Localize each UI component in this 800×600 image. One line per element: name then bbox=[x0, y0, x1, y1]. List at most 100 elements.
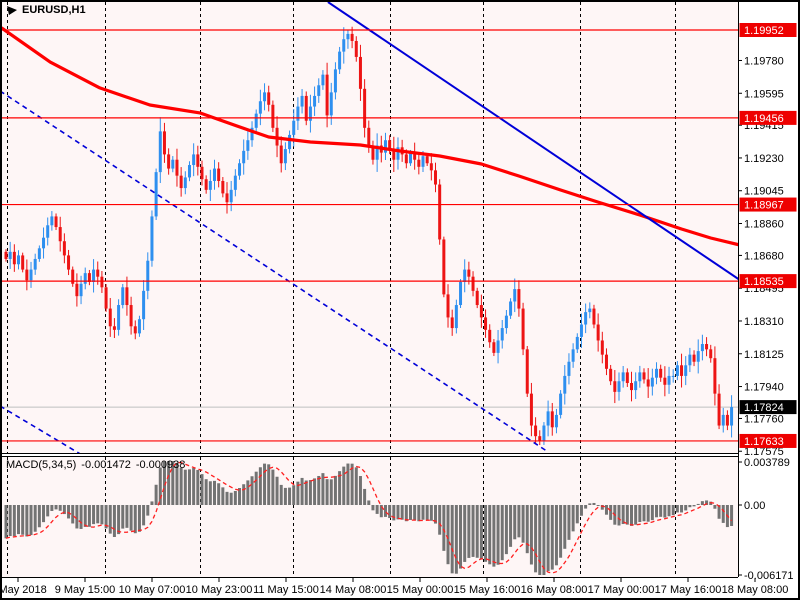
candle-body bbox=[463, 269, 467, 282]
macd-histogram-bar bbox=[288, 487, 292, 505]
candle-body bbox=[129, 305, 133, 327]
macd-histogram-bar bbox=[392, 505, 396, 521]
candle-body bbox=[292, 120, 296, 135]
macd-histogram-bar bbox=[117, 505, 121, 535]
macd-histogram-bar bbox=[675, 505, 679, 513]
macd-histogram-bar bbox=[546, 505, 550, 571]
candle-body bbox=[413, 152, 417, 160]
time-axis-label: 9 May 15:00 bbox=[55, 584, 116, 596]
current-price-badge bbox=[739, 400, 797, 415]
candle-body bbox=[417, 159, 421, 167]
macd-histogram-bar bbox=[33, 505, 37, 532]
price-tick-label: 1.18680 bbox=[744, 250, 784, 262]
macd-histogram-bar bbox=[42, 505, 46, 523]
macd-histogram-bar bbox=[75, 505, 79, 529]
level-price-badge bbox=[739, 23, 797, 37]
candle-body bbox=[42, 237, 46, 249]
macd-histogram-bar bbox=[37, 505, 41, 528]
candle-body bbox=[446, 294, 450, 318]
candle-body bbox=[609, 368, 613, 382]
macd-histogram-bar bbox=[121, 505, 125, 529]
macd-histogram-bar bbox=[196, 469, 200, 505]
time-axis-label: 18 May 08:00 bbox=[722, 584, 789, 596]
macd-histogram-bar bbox=[579, 505, 583, 516]
macd-axis-label: 0.00 bbox=[744, 500, 765, 512]
macd-histogram-bar bbox=[592, 502, 596, 505]
candle-body bbox=[705, 344, 709, 350]
candle-body bbox=[213, 168, 216, 181]
macd-layer bbox=[4, 461, 734, 575]
candle-body bbox=[67, 255, 71, 270]
macd-histogram-bar bbox=[21, 505, 25, 535]
candle-body bbox=[475, 290, 479, 306]
candle-body bbox=[725, 414, 729, 426]
macd-histogram-bar bbox=[96, 505, 100, 524]
level-price-label: 1.18967 bbox=[744, 200, 784, 212]
macd-histogram-bar bbox=[317, 475, 321, 505]
macd-histogram-bar bbox=[200, 474, 204, 505]
macd-histogram-bar bbox=[350, 463, 354, 505]
macd-histogram-bar bbox=[258, 467, 262, 505]
macd-histogram-bar bbox=[221, 487, 225, 505]
trendline-dashed[interactable] bbox=[0, 406, 82, 455]
macd-histogram-bar bbox=[371, 505, 375, 511]
macd-histogram-bar bbox=[575, 505, 579, 524]
macd-histogram-bar bbox=[325, 479, 329, 505]
candle-body bbox=[684, 365, 688, 376]
candle-body bbox=[592, 308, 596, 325]
macd-histogram-bar bbox=[250, 476, 254, 505]
macd-histogram-bar bbox=[17, 505, 21, 535]
macd-histogram-bar bbox=[700, 501, 704, 505]
candle-body bbox=[584, 312, 588, 325]
candle-body bbox=[450, 317, 454, 329]
candle-body bbox=[559, 393, 563, 415]
candle-body bbox=[200, 166, 204, 180]
candle-body bbox=[179, 175, 183, 189]
macd-histogram-bar bbox=[659, 505, 663, 517]
macd-histogram-bar bbox=[721, 505, 725, 523]
candle-body bbox=[613, 381, 617, 392]
price-tick-label: 1.19780 bbox=[744, 55, 784, 67]
candle-body bbox=[525, 349, 529, 394]
macd-histogram-bar bbox=[438, 505, 442, 535]
price-tick-label: 1.18125 bbox=[744, 349, 784, 361]
candle-body bbox=[17, 255, 21, 265]
macd-histogram-bar bbox=[705, 500, 709, 505]
candle-body bbox=[104, 287, 108, 309]
macd-histogram-bar bbox=[625, 505, 629, 525]
macd-name: MACD(5,34,5) bbox=[6, 459, 77, 471]
macd-histogram-bar bbox=[463, 505, 467, 562]
candle-body bbox=[650, 377, 654, 387]
trendline-solid[interactable] bbox=[327, 2, 740, 280]
macd-histogram-bar bbox=[571, 505, 575, 532]
macd-histogram-bar bbox=[617, 505, 621, 526]
candle-body bbox=[83, 273, 87, 284]
candle-body bbox=[554, 414, 558, 428]
trendline-dashed[interactable] bbox=[0, 91, 549, 453]
candle-body bbox=[333, 69, 337, 93]
macd-histogram-bar bbox=[609, 505, 613, 520]
candle-body bbox=[33, 258, 37, 270]
macd-histogram-bar bbox=[50, 505, 54, 512]
macd-histogram-bar bbox=[400, 505, 404, 520]
candle-body bbox=[459, 281, 463, 306]
macd-histogram-bar bbox=[559, 505, 563, 558]
macd-histogram-bar bbox=[604, 505, 608, 515]
candle-body bbox=[171, 159, 175, 169]
candle-body bbox=[663, 377, 667, 385]
candle-body bbox=[500, 328, 504, 341]
macd-histogram-bar bbox=[692, 505, 696, 507]
candle-body bbox=[604, 354, 608, 369]
candle-body bbox=[150, 216, 154, 261]
candle-body bbox=[279, 145, 283, 164]
candle-body bbox=[358, 56, 362, 89]
macd-histogram-bar bbox=[646, 505, 650, 522]
main-pane-background[interactable] bbox=[2, 2, 738, 453]
candle-body bbox=[204, 179, 208, 190]
candle-body bbox=[713, 358, 717, 394]
candle-body bbox=[208, 180, 212, 190]
candle-body bbox=[313, 95, 317, 107]
candle-body bbox=[717, 393, 721, 426]
